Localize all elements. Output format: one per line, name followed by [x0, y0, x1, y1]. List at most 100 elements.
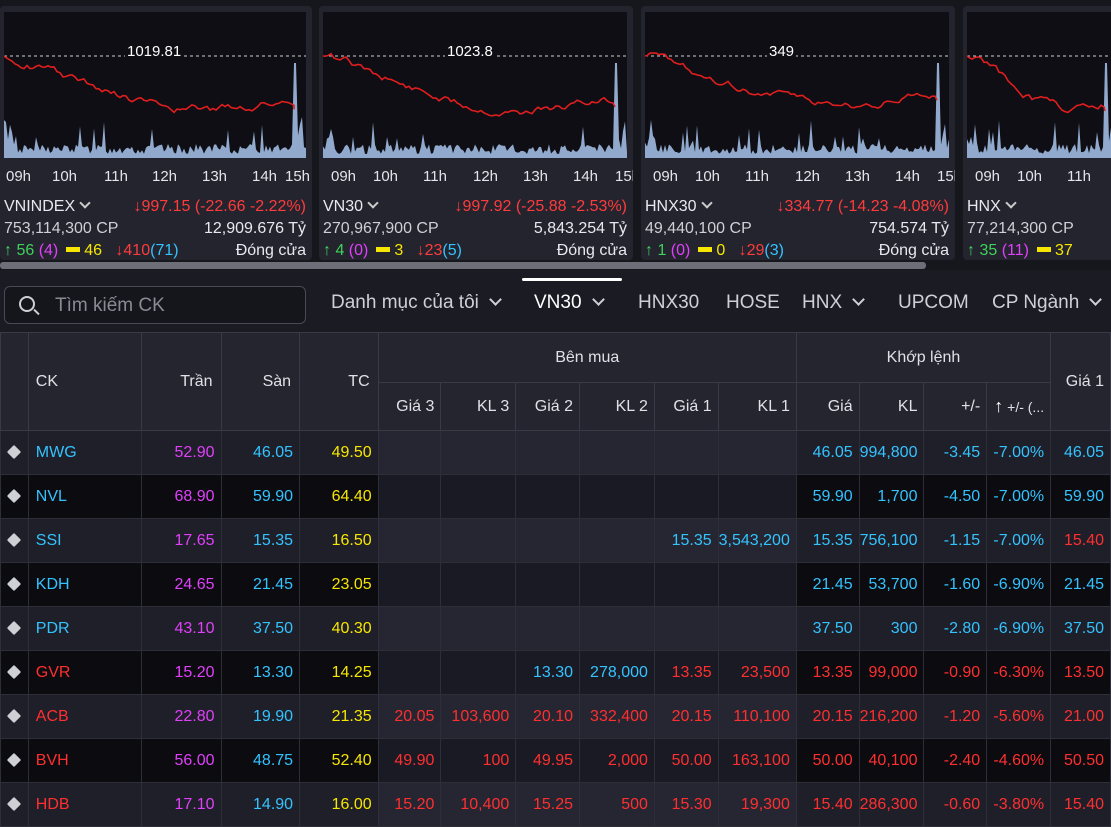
index-breadth-row: ↑ 56 (4) 46 ↓410(71) Đóng cửa — [4, 242, 306, 260]
tab-danh-mục-của-tôi[interactable]: Danh mục của tôi — [331, 292, 502, 314]
index-value: 5,843.254 Tỷ — [533, 220, 627, 237]
intraday-svg — [967, 55, 1111, 158]
table-row[interactable]: GVR 15.20 13.30 14.25 13.30 278,000 13.35 23,50… — [0, 650, 1111, 695]
pin-cell[interactable] — [0, 782, 29, 827]
stock-code[interactable]: PDR — [27, 606, 142, 651]
stock-code[interactable]: NVL — [27, 474, 142, 519]
bid-price-1: 13.35 — [653, 650, 719, 695]
table-row[interactable]: NVL 68.90 59.90 64.40 59.90 1,700 -4.50 -7.00% 5… — [0, 474, 1111, 519]
header-reference[interactable]: TC — [299, 332, 379, 431]
bid-vol-1: 19,300 — [717, 782, 797, 827]
pin-icon[interactable] — [7, 488, 22, 503]
header-match-price[interactable]: Giá — [795, 382, 860, 431]
pin-icon[interactable] — [7, 532, 22, 547]
index-name[interactable]: HNX30 — [645, 198, 697, 215]
header-ck[interactable]: CK — [27, 332, 142, 431]
tab-upcom[interactable]: UPCOM — [898, 292, 969, 314]
ceiling-price: 56.00 — [140, 738, 222, 783]
table-row[interactable]: HDB 17.10 14.90 16.00 15.20 10,400 15.25 500 15.… — [0, 782, 1111, 827]
tab-hose[interactable]: HOSE — [726, 292, 780, 314]
header-bid-vol-3[interactable]: KL 3 — [440, 382, 517, 431]
bid-vol-3 — [440, 606, 517, 651]
pin-cell[interactable] — [0, 650, 29, 695]
header-change[interactable]: +/- — [923, 382, 988, 431]
header-floor[interactable]: Sàn — [220, 332, 301, 431]
stock-code[interactable]: HDB — [27, 782, 142, 827]
header-bid-price-1[interactable]: Giá 1 — [653, 382, 719, 431]
table-row[interactable]: PDR 43.10 37.50 40.30 37.50 300 -2.80 -6.90% 37.… — [0, 606, 1111, 651]
stock-code[interactable]: SSI — [27, 518, 142, 563]
tab-hnx[interactable]: HNX — [802, 292, 865, 314]
tab-label: HNX — [802, 292, 843, 313]
bid-vol-3 — [440, 474, 517, 519]
pin-cell[interactable] — [0, 474, 29, 519]
pin-cell[interactable] — [0, 694, 29, 739]
chevron-down-icon[interactable] — [1005, 197, 1017, 209]
header-ceiling[interactable]: Trần — [140, 332, 222, 431]
stock-code[interactable]: BVH — [27, 738, 142, 783]
search-box[interactable] — [4, 286, 306, 324]
chevron-down-icon[interactable] — [700, 197, 713, 209]
index-card-vnindex[interactable]: 1019.81 09h 10h 11h 12h 13h 14h 15h VNINDEX ↓997.… — [0, 6, 312, 260]
pin-cell[interactable] — [0, 562, 29, 607]
horizontal-scrollbar[interactable] — [0, 262, 926, 269]
tab-cp-ngành[interactable]: CP Ngành — [992, 292, 1103, 314]
stock-code[interactable]: MWG — [27, 430, 142, 475]
tab-hnx30[interactable]: HNX30 — [638, 292, 699, 314]
tab-label: Danh mục của tôi — [331, 292, 479, 313]
chevron-down-icon[interactable] — [79, 197, 91, 209]
pin-icon[interactable] — [7, 796, 22, 811]
time-tick: 14h — [573, 168, 599, 185]
table-row[interactable]: ACB 22.80 19.90 21.35 20.05 103,600 20.10 332,4… — [0, 694, 1111, 739]
table-row[interactable]: KDH 24.65 21.45 23.05 21.45 53,700 -1.60 -6.90%… — [0, 562, 1111, 607]
search-input[interactable] — [55, 295, 295, 317]
pin-cell[interactable] — [0, 430, 29, 475]
pin-icon[interactable] — [7, 708, 22, 723]
pin-icon[interactable] — [7, 620, 22, 635]
stock-code[interactable]: KDH — [27, 562, 142, 607]
table-row[interactable]: MWG 52.90 46.05 49.50 46.05 994,800 -3.45 -7.00… — [0, 430, 1111, 475]
pin-icon[interactable] — [7, 664, 22, 679]
unchanged-icon — [376, 247, 391, 253]
index-name[interactable]: VNINDEX — [4, 198, 76, 215]
bid-price-1: 15.30 — [653, 782, 719, 827]
index-card-hnx30[interactable]: 349 09h 10h 11h 12h 13h 14h 15h HNX30 ↓334.77 (-1… — [641, 6, 955, 260]
pin-icon[interactable] — [7, 576, 22, 591]
header-sell-price-1[interactable]: Giá 1 — [1050, 332, 1111, 431]
volume-area — [645, 63, 949, 158]
index-card-vn30[interactable]: 1023.8 09h 10h 11h 12h 13h 14h 15h VN30 ↓997.92 (… — [319, 6, 633, 260]
header-bid-vol-1[interactable]: KL 1 — [717, 382, 797, 431]
bid-price-3 — [377, 562, 442, 607]
index-card-hnx[interactable]: 09h 10h 11h HNX ↓ 77,214,300 CP ↑ 35 (11) 37 — [963, 6, 1111, 260]
index-header: HNX ↓ — [967, 197, 1111, 216]
ceiling-price: 24.65 — [140, 562, 222, 607]
header-bid-vol-2[interactable]: KL 2 — [579, 382, 655, 431]
bid-vol-3 — [440, 430, 517, 475]
pin-cell[interactable] — [0, 518, 29, 563]
change: -3.45 — [923, 430, 988, 475]
pin-icon[interactable] — [7, 752, 22, 767]
header-match-vol[interactable]: KL — [858, 382, 925, 431]
index-name[interactable]: VN30 — [323, 198, 364, 215]
header-change-percent[interactable]: ↑ +/- (... — [986, 382, 1052, 431]
bid-price-3: 49.90 — [377, 738, 442, 783]
volume-area — [323, 63, 627, 158]
table-row[interactable]: SSI 17.65 15.35 16.50 15.35 3,543,200 15.35 756… — [0, 518, 1111, 563]
floor-price: 48.75 — [220, 738, 301, 783]
time-tick: 09h — [653, 168, 679, 185]
table-row[interactable]: BVH 56.00 48.75 52.40 49.90 100 49.95 2,000 50.0… — [0, 738, 1111, 783]
time-tick: 11h — [1067, 168, 1091, 185]
pin-cell[interactable] — [0, 738, 29, 783]
header-bid-price-3[interactable]: Giá 3 — [377, 382, 442, 431]
bid-price-3 — [377, 474, 442, 519]
stock-code[interactable]: ACB — [27, 694, 142, 739]
stock-code[interactable]: GVR — [27, 650, 142, 695]
pin-cell[interactable] — [0, 606, 29, 651]
index-name[interactable]: HNX — [967, 198, 1001, 215]
price-line — [645, 52, 938, 109]
change: -2.80 — [923, 606, 988, 651]
header-bid-price-2[interactable]: Giá 2 — [515, 382, 581, 431]
tab-vn30[interactable]: VN30 — [534, 292, 605, 314]
pin-icon[interactable] — [7, 444, 22, 459]
chevron-down-icon[interactable] — [367, 197, 379, 209]
